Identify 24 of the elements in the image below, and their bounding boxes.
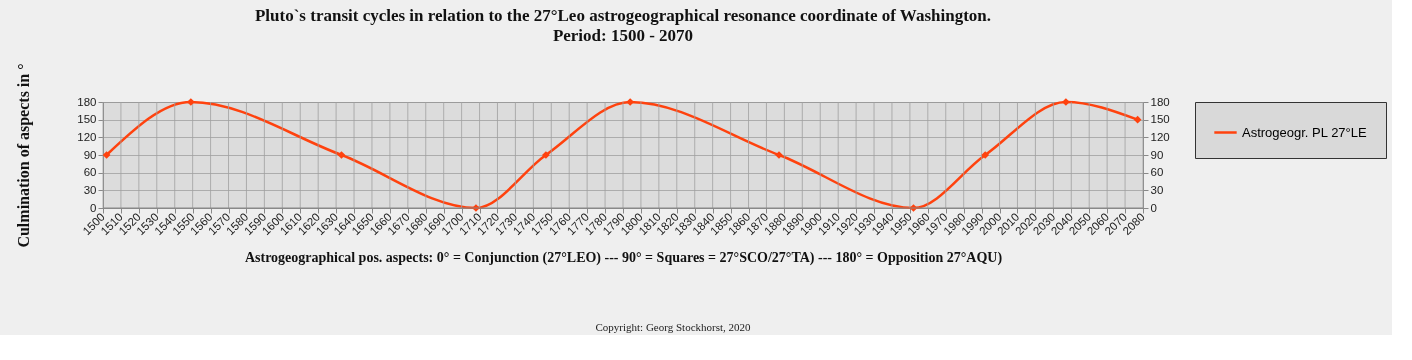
chart-subtitle: Period: 1500 - 2070 bbox=[552, 25, 694, 45]
y2-tick-label: 150 bbox=[1150, 113, 1170, 126]
y-tick-label: 120 bbox=[77, 130, 97, 143]
point bbox=[981, 151, 990, 159]
y2-tick-label: 90 bbox=[1150, 148, 1164, 161]
chart-title: Pluto`s transit cycles in relation to the 27°Leo astrogeographical resonance coordinate of Washington. bbox=[254, 5, 992, 25]
point bbox=[102, 151, 111, 159]
y-tick-label: 90 bbox=[83, 148, 97, 161]
point bbox=[1133, 115, 1142, 124]
text: Copyright: Georg Stockhorst, 2020 bbox=[595, 321, 752, 333]
y-tick-label: 0 bbox=[90, 201, 97, 214]
point bbox=[337, 151, 346, 159]
x-axis-title: Astrogeographical pos. aspects: 0° = Conjunction (27°LEO) --- 90° = Squares = 27°SCO/27°TA) --- 180° = Opposition 27°AQU) bbox=[244, 250, 1003, 267]
y-tick-label: 180 bbox=[77, 95, 97, 108]
y2-tick-label: 180 bbox=[1150, 95, 1170, 108]
y-tick-label: 60 bbox=[83, 166, 97, 179]
y2-tick-label: 0 bbox=[1150, 201, 1157, 214]
y-axis-title: Culmination of aspects in ° bbox=[15, 63, 34, 248]
y-tick-label: 150 bbox=[77, 113, 97, 126]
y2-tick-label: 60 bbox=[1150, 166, 1164, 179]
y-tick-label: 30 bbox=[83, 183, 97, 196]
legend-label: Astrogeogr. PL 27°LE bbox=[1242, 124, 1368, 140]
y2-tick-label: 30 bbox=[1150, 183, 1164, 196]
y2-tick-label: 120 bbox=[1150, 130, 1170, 143]
